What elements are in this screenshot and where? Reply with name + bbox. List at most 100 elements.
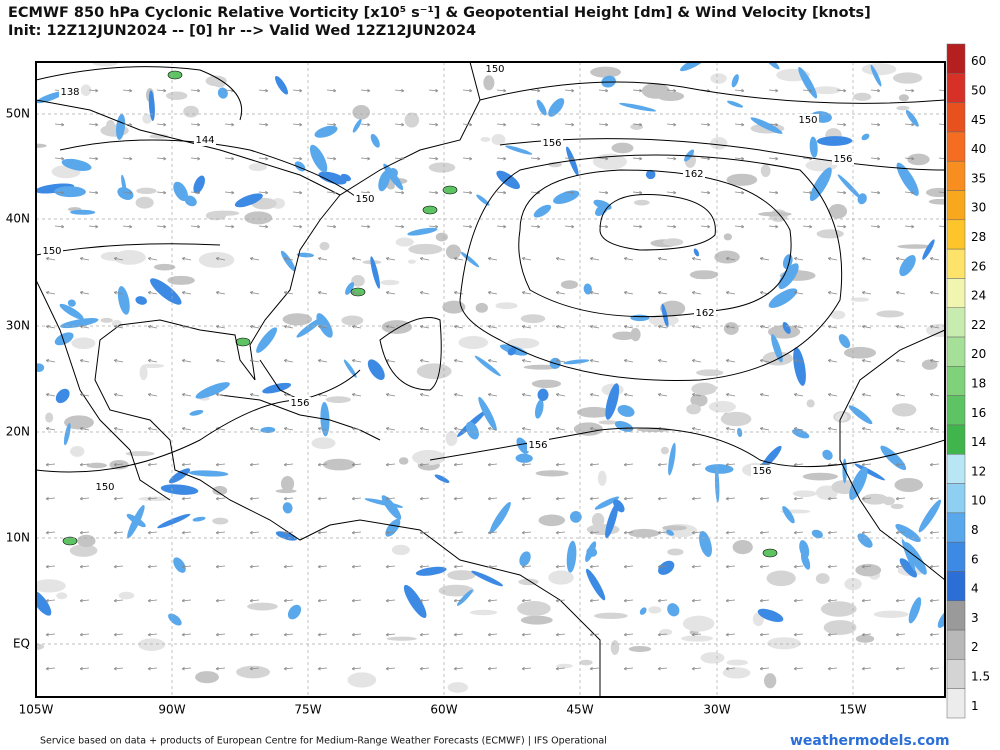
wind-arrow-head <box>657 496 661 501</box>
vorticity-area <box>193 175 205 194</box>
wind-arrow <box>522 463 532 466</box>
vorticity-area <box>287 604 302 620</box>
wind-arrow-head <box>197 88 201 93</box>
vorticity-light <box>928 198 945 205</box>
wind-arrow <box>284 257 294 261</box>
vorticity-strong <box>762 548 778 558</box>
wind-arrow <box>182 393 192 397</box>
wind-arrow-head <box>385 462 389 467</box>
wind-arrow <box>794 359 804 363</box>
wind-arrow-head <box>163 156 167 161</box>
vorticity-area <box>515 453 533 463</box>
wind-arrow-head <box>623 564 627 569</box>
vorticity-area <box>594 496 620 510</box>
vorticity-light <box>212 485 228 496</box>
wind-arrow <box>734 123 744 126</box>
vorticity-light <box>659 628 673 636</box>
wind-arrow-head <box>231 156 235 161</box>
wind-arrow-head <box>911 224 915 229</box>
lon-label: 90W <box>158 703 185 717</box>
colorbar-box <box>946 571 966 602</box>
wind-arrow-head <box>861 598 865 603</box>
wind-arrow-head <box>283 462 287 467</box>
wind-arrow <box>828 667 838 670</box>
vorticity-light <box>660 446 670 455</box>
vorticity-light <box>548 570 574 585</box>
wind-arrow <box>420 359 430 363</box>
wind-arrow-head <box>283 632 287 637</box>
wind-arrow-head <box>929 256 934 261</box>
wind-arrow-head <box>929 496 933 501</box>
colorbar-label: 12 <box>971 464 986 478</box>
wind-arrow-head <box>861 256 866 261</box>
wind-arrow-head <box>487 426 492 431</box>
wind-arrow-head <box>589 632 593 637</box>
wind-arrow <box>156 191 166 194</box>
wind-arrow-head <box>503 224 507 229</box>
wind-arrow-head <box>623 666 627 671</box>
vorticity-area <box>296 252 315 258</box>
height-contour <box>499 138 945 171</box>
vorticity-area <box>533 204 552 218</box>
vorticity-light <box>597 470 607 486</box>
wind-arrow-head <box>351 462 355 467</box>
wind-arrow <box>556 291 566 295</box>
wind-arrow-head <box>249 666 253 671</box>
wind-arrow-head <box>793 632 797 637</box>
wind-arrow <box>930 565 940 568</box>
vorticity-area <box>727 100 744 108</box>
vorticity-area <box>36 91 65 104</box>
wind-arrow-head <box>129 224 133 229</box>
vorticity-area <box>793 347 806 386</box>
wind-arrow-head <box>793 666 797 671</box>
wind-arrow <box>896 463 906 466</box>
vorticity-light <box>907 153 930 166</box>
wind-arrow <box>726 565 736 568</box>
vorticity-area <box>296 317 324 338</box>
vorticity-light <box>925 187 945 198</box>
wind-arrow <box>896 531 906 534</box>
wind-arrow <box>318 463 328 466</box>
wind-arrow <box>870 123 880 126</box>
wind-arrow-head <box>877 156 881 161</box>
wind-arrow <box>590 291 600 295</box>
colorbar-box <box>946 424 966 455</box>
wind-arrow-head <box>79 392 84 397</box>
wind-arrow-head <box>283 530 287 535</box>
wind-arrow <box>250 497 260 500</box>
vorticity-area <box>260 426 276 434</box>
wind-arrow-head <box>419 462 423 467</box>
vorticity-light <box>723 233 733 241</box>
colorbar-box <box>946 600 966 631</box>
vorticity-area <box>899 558 917 578</box>
wind-arrow <box>46 291 56 295</box>
contour-label-bg <box>289 397 311 409</box>
lon-label: 45W <box>566 703 593 717</box>
vorticity-area <box>160 484 199 495</box>
wind-arrow-head <box>79 598 83 603</box>
coastline <box>839 329 945 581</box>
wind-arrow <box>148 667 158 670</box>
wind-arrow <box>216 257 226 261</box>
wind-arrow-head <box>317 598 321 603</box>
vorticity-area <box>809 136 818 158</box>
wind-arrow <box>46 359 56 363</box>
wind-arrow <box>904 225 914 228</box>
wind-arrow <box>216 497 226 500</box>
wind-arrow <box>122 123 132 126</box>
wind-arrow-head <box>231 122 235 127</box>
wind-arrow-head <box>317 666 321 671</box>
vorticity-light <box>86 462 107 469</box>
wind-arrow <box>454 531 464 534</box>
vorticity-light <box>442 300 466 314</box>
wind-arrow <box>114 633 124 636</box>
vorticity-area <box>456 589 473 606</box>
wind-arrow-head <box>555 666 559 671</box>
wind-arrow <box>862 463 872 466</box>
vorticity-area <box>478 396 497 431</box>
colorbar-box <box>946 43 966 74</box>
wind-arrow-head <box>895 530 899 535</box>
colorbar-label: 2 <box>971 640 979 654</box>
vorticity-area <box>168 468 191 484</box>
wind-arrow <box>488 291 498 295</box>
